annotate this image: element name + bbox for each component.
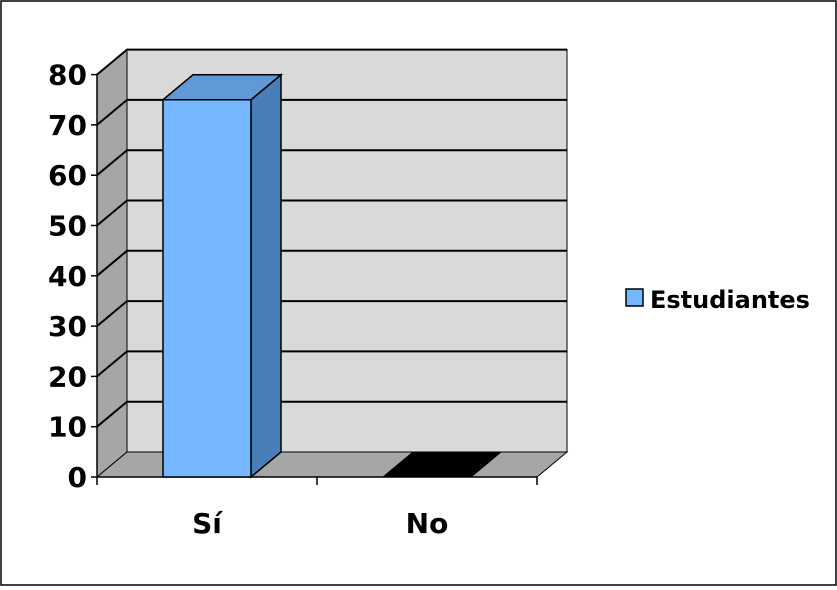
bar-side <box>250 73 282 479</box>
gridline <box>96 48 567 76</box>
x-tick-label: Sí <box>192 507 223 540</box>
y-tick-label: 30 <box>48 310 87 343</box>
y-tick-label: 60 <box>48 159 87 192</box>
gridline <box>96 350 567 378</box>
bars <box>160 73 503 479</box>
gridline <box>96 98 567 126</box>
legend: Estudiantes <box>625 286 810 314</box>
legend-label: Estudiantes <box>650 286 810 314</box>
gridline <box>96 249 567 277</box>
y-tick-label: 40 <box>48 260 87 293</box>
legend-swatch <box>625 288 644 307</box>
y-tick-labels: 0 10 20 30 40 50 60 70 80 <box>48 59 87 494</box>
y-tick-label: 50 <box>48 210 87 243</box>
x-tick-label: No <box>406 507 449 540</box>
gridlines <box>96 48 567 428</box>
y-tick-label: 0 <box>68 461 87 494</box>
y-tick-label: 10 <box>48 411 87 444</box>
y-tick-label: 70 <box>48 109 87 142</box>
bar <box>381 451 503 478</box>
gridline <box>96 149 567 176</box>
gridline <box>96 300 567 327</box>
x-tick-labels: Sí No <box>192 507 448 540</box>
gridline <box>96 199 567 227</box>
gridline <box>96 400 567 428</box>
bar <box>162 99 252 478</box>
y-tick-label: 80 <box>48 59 87 92</box>
y-tick-label: 20 <box>48 360 87 393</box>
